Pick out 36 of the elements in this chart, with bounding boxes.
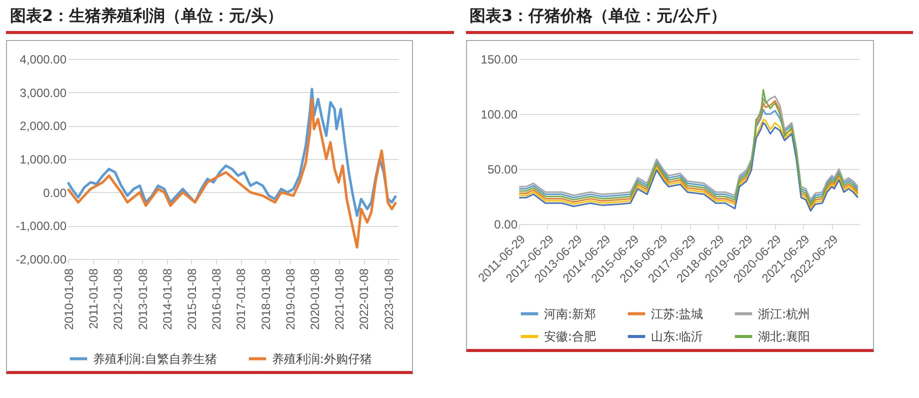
y-tick-label: 2,000.00 xyxy=(20,119,67,134)
legend-label: 山东:临沂 xyxy=(650,330,703,344)
legend-label: 江苏:盐城 xyxy=(650,306,703,321)
y-tick-label: -2,000.00 xyxy=(16,252,67,266)
x-tick-label: 2010-01-08 xyxy=(62,268,76,330)
chart-title: 图表2：生猪养殖利润（单位：元/头） xyxy=(6,4,454,34)
x-tick-label: 2016-01-08 xyxy=(210,268,224,330)
y-tick-label: 4,000.00 xyxy=(20,52,67,66)
y-tick-label: -1,000.00 xyxy=(16,219,67,234)
x-tick-label: 2017-01-08 xyxy=(234,268,248,330)
x-tick-label: 2021-01-08 xyxy=(332,268,347,330)
x-tick-label: 2022-01-08 xyxy=(357,268,372,330)
y-tick-label: 1,000.00 xyxy=(20,152,67,166)
y-tick-label: 0.00 xyxy=(494,218,518,232)
legend-label: 安徽:合肥 xyxy=(544,330,596,344)
x-tick-label: 2014-01-08 xyxy=(160,268,174,330)
y-tick-label: 0.00 xyxy=(43,186,67,200)
y-tick-label: 100.00 xyxy=(480,108,518,122)
y-tick-label: 150.00 xyxy=(480,52,518,66)
x-tick-label: 2013-01-08 xyxy=(136,268,150,330)
legend-label: 养殖利润:外购仔猪 xyxy=(272,352,372,366)
y-tick-label: 50.00 xyxy=(486,162,518,176)
y-tick-label: 3,000.00 xyxy=(20,86,67,100)
line-series xyxy=(66,98,398,249)
x-tick-label: 2020-01-08 xyxy=(308,268,322,330)
legend-label: 河南:新郑 xyxy=(544,306,596,321)
x-tick-label: 2019-01-08 xyxy=(283,268,298,330)
legend-label: 湖北:襄阳 xyxy=(758,330,810,344)
legend-label: 浙江:杭州 xyxy=(758,306,810,321)
x-tick-label: 2018-01-08 xyxy=(258,268,273,330)
x-tick-label: 2015-01-08 xyxy=(184,268,199,330)
chart-title: 图表3：仔猪价格（单位：元/公斤） xyxy=(466,4,913,34)
legend-label: 养殖利润:自繁自养生猪 xyxy=(93,352,218,366)
x-tick-label: 2011-01-08 xyxy=(86,268,101,329)
x-tick-label: 2023-01-08 xyxy=(382,268,396,330)
x-tick-label: 2012-01-08 xyxy=(111,268,126,330)
